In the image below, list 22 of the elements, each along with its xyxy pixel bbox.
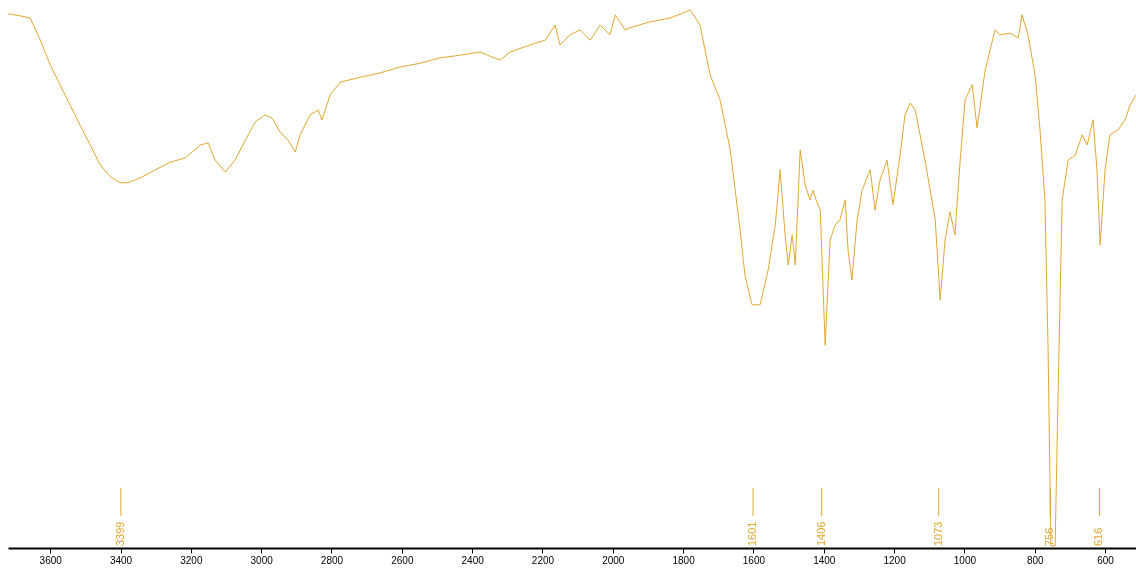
annotation: 756 bbox=[1043, 527, 1056, 546]
annotation: 1406 bbox=[814, 521, 827, 546]
x-tick-label: 1000 bbox=[953, 554, 977, 566]
annotation: 1073 bbox=[931, 521, 944, 546]
x-tick-label: 800 bbox=[1026, 554, 1045, 566]
x-tick-label: 3400 bbox=[109, 554, 133, 566]
x-tick-label: 3600 bbox=[39, 554, 63, 566]
x-tick-label: 1600 bbox=[742, 554, 766, 566]
annotation: 3399 bbox=[113, 521, 126, 546]
x-tick-label: 3000 bbox=[250, 554, 274, 566]
x-tick-label: 2800 bbox=[320, 554, 344, 566]
annotation: 1601 bbox=[746, 521, 759, 546]
x-tick-label: 2200 bbox=[531, 554, 555, 566]
x-tick-label: 2000 bbox=[602, 554, 625, 566]
x-tick-label: 2400 bbox=[461, 554, 485, 566]
x-tick-label: 2600 bbox=[391, 554, 414, 566]
annotation: 616 bbox=[1092, 527, 1105, 546]
x-tick-label: 1200 bbox=[883, 554, 907, 566]
x-tick-label: 3200 bbox=[180, 554, 203, 566]
x-tick-label: 1400 bbox=[813, 554, 836, 566]
x-tick-label: 1800 bbox=[672, 554, 696, 566]
x-tick-label: 600 bbox=[1097, 554, 1115, 566]
